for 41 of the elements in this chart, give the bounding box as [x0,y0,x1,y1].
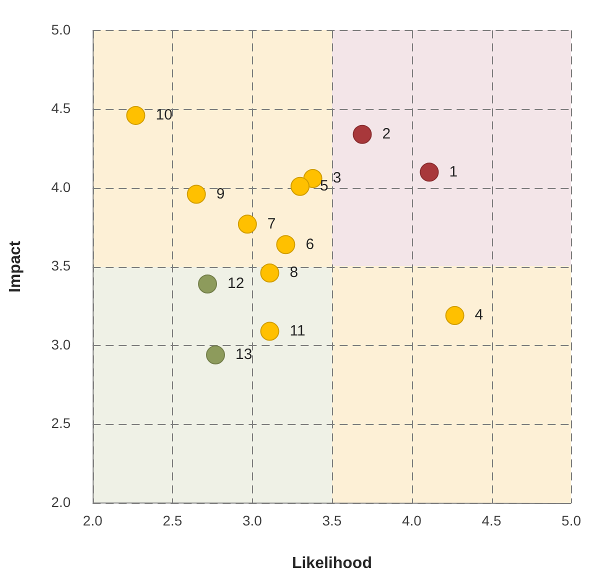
point [276,235,296,254]
point [186,184,206,204]
annotation: 9 [216,185,225,202]
annotation: 10 [156,106,172,124]
x-tick-label: 3.5 [322,512,342,528]
y-tick-label: 2.5 [51,415,71,432]
annotation: 2 [382,126,391,143]
x-tick-label: 3.0 [242,512,262,528]
y-tick-label: 3.0 [51,336,71,352]
annotation: 12 [228,275,244,292]
point [260,322,280,341]
x-tick-label: 2.0 [82,512,103,528]
x-tick-label: 4.5 [482,512,502,528]
annotation: 4 [474,306,484,324]
point [238,214,257,234]
annotation: 8 [290,264,298,282]
x-tick-label: 5.0 [562,512,582,528]
point [420,162,439,182]
point [352,124,372,144]
y-tick-label: 4.5 [51,100,71,116]
y-axis-title: Impact [7,240,24,292]
annotation: 6 [306,236,314,253]
point [290,176,310,196]
y-tick-label: 5.0 [51,21,71,38]
annotation: 11 [290,322,306,340]
y-tick-label: 3.5 [51,258,71,274]
annotation: 1 [449,163,458,180]
point [260,264,280,282]
point [206,345,226,364]
x-axis-title: Likelihood [292,554,372,572]
y-tick-label: 4.0 [51,178,71,195]
annotation: 3 [332,170,342,187]
annotation: 5 [320,178,328,194]
annotation: 13 [236,346,252,364]
point [445,306,464,326]
point [198,274,218,294]
point [126,106,146,125]
x-tick-label: 4.0 [402,512,422,528]
x-tick-label: 2.5 [162,512,182,528]
y-tick-label: 2.0 [51,494,71,510]
annotation: 7 [267,215,276,232]
